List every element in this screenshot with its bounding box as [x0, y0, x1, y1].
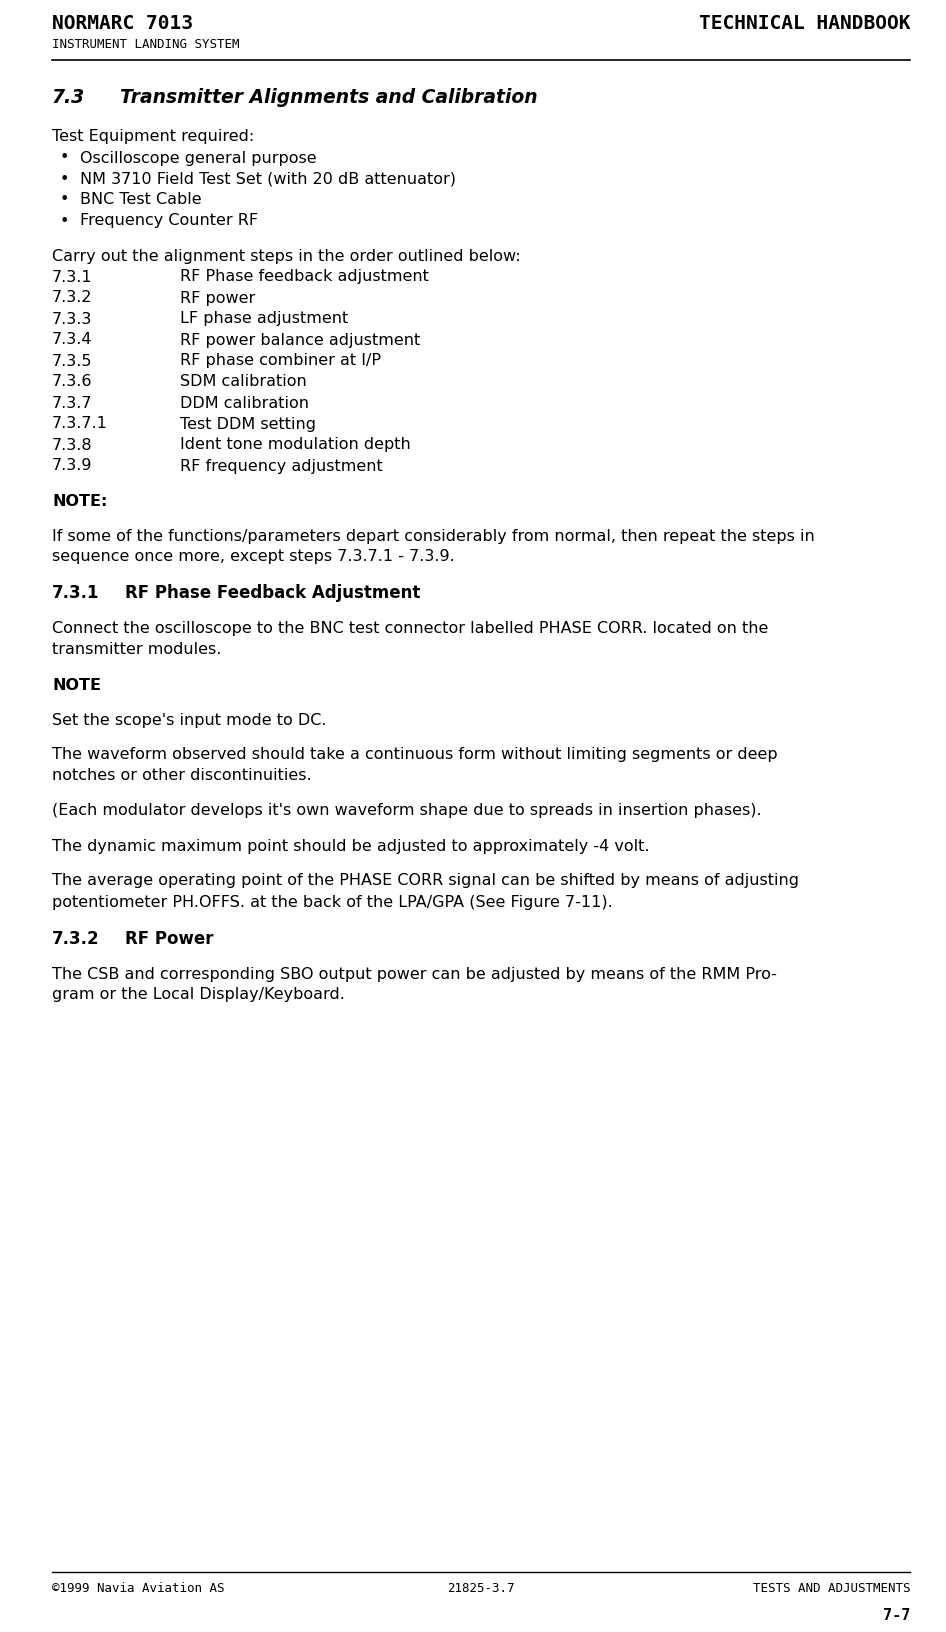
Text: TECHNICAL HANDBOOK: TECHNICAL HANDBOOK: [698, 15, 910, 33]
Text: gram or the Local Display/Keyboard.: gram or the Local Display/Keyboard.: [52, 987, 345, 1002]
Text: 7.3.9: 7.3.9: [52, 459, 93, 473]
Text: 7.3.1: 7.3.1: [52, 584, 99, 602]
Text: RF phase combiner at I/P: RF phase combiner at I/P: [180, 354, 381, 369]
Text: NOTE:: NOTE:: [52, 493, 108, 509]
Text: 7.3.5: 7.3.5: [52, 354, 93, 369]
Text: sequence once more, except steps 7.3.7.1 - 7.3.9.: sequence once more, except steps 7.3.7.1…: [52, 550, 455, 565]
Text: Transmitter Alignments and Calibration: Transmitter Alignments and Calibration: [120, 88, 537, 108]
Text: DDM calibration: DDM calibration: [180, 395, 309, 411]
Text: •: •: [60, 193, 69, 207]
Text: TESTS AND ADJUSTMENTS: TESTS AND ADJUSTMENTS: [752, 1581, 910, 1594]
Text: 21825-3.7: 21825-3.7: [447, 1581, 515, 1594]
Text: INSTRUMENT LANDING SYSTEM: INSTRUMENT LANDING SYSTEM: [52, 38, 239, 51]
Text: BNC Test Cable: BNC Test Cable: [80, 193, 201, 207]
Text: NM 3710 Field Test Set (with 20 dB attenuator): NM 3710 Field Test Set (with 20 dB atten…: [80, 171, 456, 186]
Text: If some of the functions/parameters depart considerably from normal, then repeat: If some of the functions/parameters depa…: [52, 529, 815, 543]
Text: potentiometer PH.OFFS. at the back of the LPA/GPA (See Figure 7-11).: potentiometer PH.OFFS. at the back of th…: [52, 894, 613, 909]
Text: Oscilloscope general purpose: Oscilloscope general purpose: [80, 150, 317, 165]
Text: The CSB and corresponding SBO output power can be adjusted by means of the RMM P: The CSB and corresponding SBO output pow…: [52, 966, 777, 981]
Text: Connect the oscilloscope to the BNC test connector labelled PHASE CORR. located : Connect the oscilloscope to the BNC test…: [52, 622, 768, 636]
Text: The average operating point of the PHASE CORR signal can be shifted by means of : The average operating point of the PHASE…: [52, 873, 799, 888]
Text: RF Phase feedback adjustment: RF Phase feedback adjustment: [180, 269, 429, 284]
Text: Test Equipment required:: Test Equipment required:: [52, 129, 254, 145]
Text: 7.3.7.1: 7.3.7.1: [52, 416, 108, 431]
Text: Test DDM setting: Test DDM setting: [180, 416, 316, 431]
Text: RF frequency adjustment: RF frequency adjustment: [180, 459, 383, 473]
Text: •: •: [60, 150, 69, 165]
Text: Carry out the alignment steps in the order outlined below:: Carry out the alignment steps in the ord…: [52, 248, 520, 263]
Text: 7.3.1: 7.3.1: [52, 269, 93, 284]
Text: The dynamic maximum point should be adjusted to approximately -4 volt.: The dynamic maximum point should be adju…: [52, 839, 650, 854]
Text: Set the scope's input mode to DC.: Set the scope's input mode to DC.: [52, 713, 326, 728]
Text: 7.3.4: 7.3.4: [52, 333, 93, 348]
Text: Frequency Counter RF: Frequency Counter RF: [80, 214, 258, 228]
Text: RF power: RF power: [180, 290, 255, 305]
Text: 7.3.6: 7.3.6: [52, 374, 93, 390]
Text: (Each modulator develops it's own waveform shape due to spreads in insertion pha: (Each modulator develops it's own wavefo…: [52, 803, 762, 819]
Text: RF Power: RF Power: [125, 930, 214, 948]
Text: 7.3: 7.3: [52, 88, 85, 108]
Text: ©1999 Navia Aviation AS: ©1999 Navia Aviation AS: [52, 1581, 224, 1594]
Text: The waveform observed should take a continuous form without limiting segments or: The waveform observed should take a cont…: [52, 747, 778, 762]
Text: Ident tone modulation depth: Ident tone modulation depth: [180, 437, 411, 452]
Text: SDM calibration: SDM calibration: [180, 374, 307, 390]
Text: RF power balance adjustment: RF power balance adjustment: [180, 333, 420, 348]
Text: 7.3.7: 7.3.7: [52, 395, 93, 411]
Text: 7-7: 7-7: [883, 1608, 910, 1622]
Text: •: •: [60, 171, 69, 186]
Text: 7.3.3: 7.3.3: [52, 312, 93, 326]
Text: notches or other discontinuities.: notches or other discontinuities.: [52, 769, 311, 783]
Text: 7.3.2: 7.3.2: [52, 290, 93, 305]
Text: NORMARC 7013: NORMARC 7013: [52, 15, 193, 33]
Text: RF Phase Feedback Adjustment: RF Phase Feedback Adjustment: [125, 584, 420, 602]
Text: 7.3.8: 7.3.8: [52, 437, 93, 452]
Text: LF phase adjustment: LF phase adjustment: [180, 312, 348, 326]
Text: •: •: [60, 214, 69, 228]
Text: NOTE: NOTE: [52, 677, 101, 692]
Text: 7.3.2: 7.3.2: [52, 930, 99, 948]
Text: transmitter modules.: transmitter modules.: [52, 643, 221, 658]
